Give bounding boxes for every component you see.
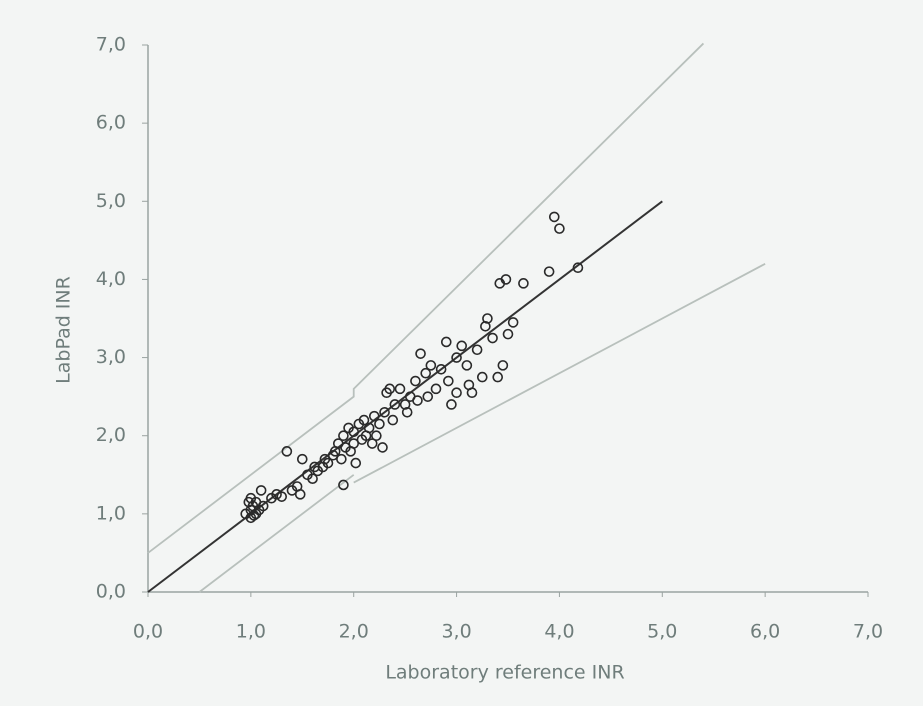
point [554, 223, 565, 234]
point [492, 371, 504, 383]
y-axis-title: LabPad INR [53, 276, 75, 384]
point [461, 360, 473, 371]
point [415, 348, 426, 359]
y-tick-label: 1,0 [96, 502, 126, 524]
point [451, 352, 462, 363]
point [497, 360, 509, 371]
point [371, 430, 382, 442]
point [348, 426, 360, 438]
point [358, 414, 370, 426]
x-tick-label: 0,0 [133, 621, 163, 643]
point [456, 340, 468, 352]
point [572, 262, 584, 274]
point [440, 336, 452, 348]
point [387, 414, 399, 426]
point [502, 328, 514, 340]
point [338, 430, 349, 442]
x-tick-label: 4,0 [544, 621, 574, 643]
point [271, 489, 282, 500]
point [425, 360, 437, 371]
point [543, 266, 555, 277]
x-tick-label: 5,0 [647, 621, 677, 643]
point [363, 422, 375, 434]
point [307, 473, 318, 484]
point [466, 387, 478, 399]
point [250, 496, 262, 508]
point [377, 442, 388, 453]
y-tick-label: 4,0 [96, 268, 126, 290]
point [322, 457, 334, 469]
x-tick-label: 2,0 [339, 621, 369, 643]
y-tick-label: 2,0 [96, 424, 126, 446]
y-tick-label: 0,0 [96, 581, 126, 603]
x-axis-title: Laboratory reference INR [385, 662, 624, 684]
point [482, 313, 493, 324]
point [471, 344, 483, 356]
point [507, 317, 519, 328]
point [412, 395, 423, 406]
point [451, 387, 462, 399]
reference-line [198, 263, 766, 593]
point [379, 406, 390, 418]
point [446, 399, 457, 410]
y-tick-label: 5,0 [96, 190, 126, 212]
point [336, 453, 347, 465]
point [389, 399, 401, 410]
x-tick-label: 3,0 [441, 621, 471, 643]
point [435, 363, 447, 375]
point [296, 453, 308, 465]
point [294, 489, 306, 500]
point [420, 367, 432, 379]
point [500, 274, 512, 285]
x-tick-label: 6,0 [750, 621, 780, 643]
point [548, 211, 560, 223]
point [368, 410, 380, 422]
y-tick-label: 3,0 [96, 346, 126, 368]
point [430, 383, 442, 395]
point [281, 446, 293, 457]
point [443, 375, 454, 387]
x-tick-label: 7,0 [853, 621, 883, 643]
point [350, 457, 362, 469]
point [384, 383, 396, 395]
y-tick-label: 6,0 [96, 112, 126, 134]
y-tick-label: 7,0 [96, 34, 126, 56]
point [338, 479, 349, 491]
point [276, 491, 288, 502]
point [255, 485, 267, 496]
point [487, 332, 498, 344]
point [410, 375, 421, 387]
point [401, 406, 413, 418]
reference-line [147, 42, 705, 554]
x-tick-label: 1,0 [236, 621, 266, 643]
point [476, 371, 488, 383]
point [348, 438, 360, 449]
point [518, 278, 529, 289]
point [394, 383, 406, 395]
point [374, 418, 385, 430]
point [422, 391, 434, 402]
